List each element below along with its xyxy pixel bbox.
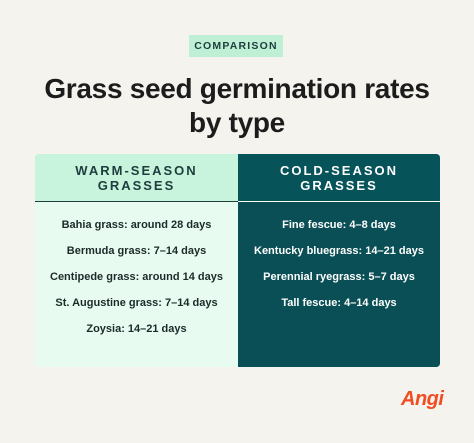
list-item: St. Augustine grass: 7–14 days — [55, 297, 218, 309]
cold-season-column: COLD-SEASON GRASSES Fine fescue: 4–8 day… — [238, 154, 440, 367]
list-item: Tall fescue: 4–14 days — [281, 297, 397, 309]
list-item: Bermuda grass: 7–14 days — [66, 245, 207, 257]
cold-season-list: Fine fescue: 4–8 days Kentucky bluegrass… — [238, 202, 440, 321]
warm-header-line-2: GRASSES — [97, 177, 176, 193]
list-item: Kentucky bluegrass: 14–21 days — [254, 245, 424, 257]
title-line-2: by type — [189, 107, 285, 138]
list-item: Perennial ryegrass: 5–7 days — [263, 271, 415, 283]
warm-season-body: Bahia grass: around 28 days Bermuda gras… — [35, 202, 238, 367]
cold-header-line-2: GRASSES — [300, 177, 378, 193]
warm-season-header: WARM-SEASON GRASSES — [35, 154, 238, 202]
warm-season-column: WARM-SEASON GRASSES Bahia grass: around … — [35, 154, 238, 367]
list-item: Zoysia: 14–21 days — [86, 323, 187, 335]
page-title: Grass seed germination rates by type — [0, 72, 474, 140]
cold-header-line-1: COLD-SEASON — [279, 162, 399, 178]
list-item: Bahia grass: around 28 days — [61, 219, 212, 231]
title-line-1: Grass seed germination rates — [44, 73, 430, 104]
warm-season-list: Bahia grass: around 28 days Bermuda gras… — [35, 202, 238, 347]
angi-logo: Angi — [401, 388, 444, 410]
cold-season-body: Fine fescue: 4–8 days Kentucky bluegrass… — [238, 202, 440, 367]
warm-header-line-1: WARM-SEASON — [75, 162, 198, 178]
cold-season-header: COLD-SEASON GRASSES — [238, 154, 440, 202]
list-item: Centipede grass: around 14 days — [50, 271, 223, 283]
comparison-badge: COMPARISON — [189, 35, 283, 57]
comparison-table: WARM-SEASON GRASSES Bahia grass: around … — [35, 154, 440, 367]
list-item: Fine fescue: 4–8 days — [282, 219, 396, 231]
